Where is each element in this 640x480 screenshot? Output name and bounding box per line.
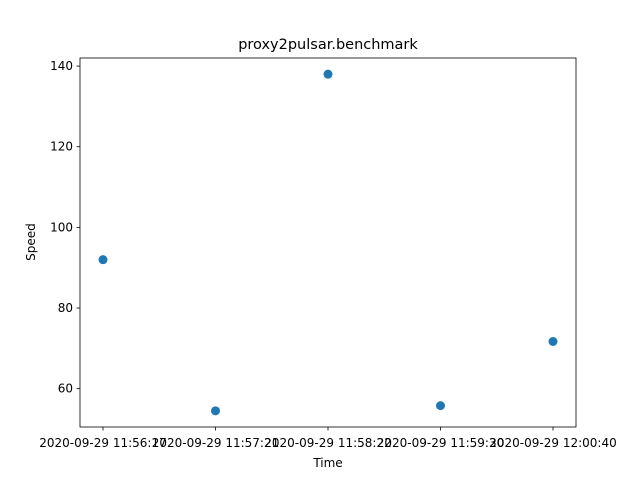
plot-frame: [79, 57, 577, 428]
x-axis-label: Time: [312, 456, 342, 470]
x-tick-label-1: 2020-09-29 11:57:21: [152, 436, 279, 450]
y-tick-label-100: 100: [50, 220, 73, 234]
x-tick-label-2: 2020-09-29 11:58:22: [264, 436, 391, 450]
y-tick-label-120: 120: [50, 140, 73, 154]
y-axis-label: Speed: [24, 223, 38, 261]
x-tick-label-0: 2020-09-29 11:56:17: [39, 436, 166, 450]
y-tick-label-140: 140: [50, 59, 73, 73]
x-tick-label-3: 2020-09-29 11:59:30: [377, 436, 504, 450]
y-tick-label-80: 80: [58, 301, 73, 315]
chart-title: proxy2pulsar.benchmark: [238, 37, 418, 53]
x-tick-label-4: 2020-09-29 12:00:40: [489, 436, 616, 450]
data-point-3: [436, 401, 445, 411]
data-point-4: [548, 337, 558, 347]
data-point-0: [98, 255, 108, 265]
data-point-2: [323, 69, 333, 79]
y-tick-label-60: 60: [58, 382, 73, 396]
data-point-1: [211, 406, 220, 416]
